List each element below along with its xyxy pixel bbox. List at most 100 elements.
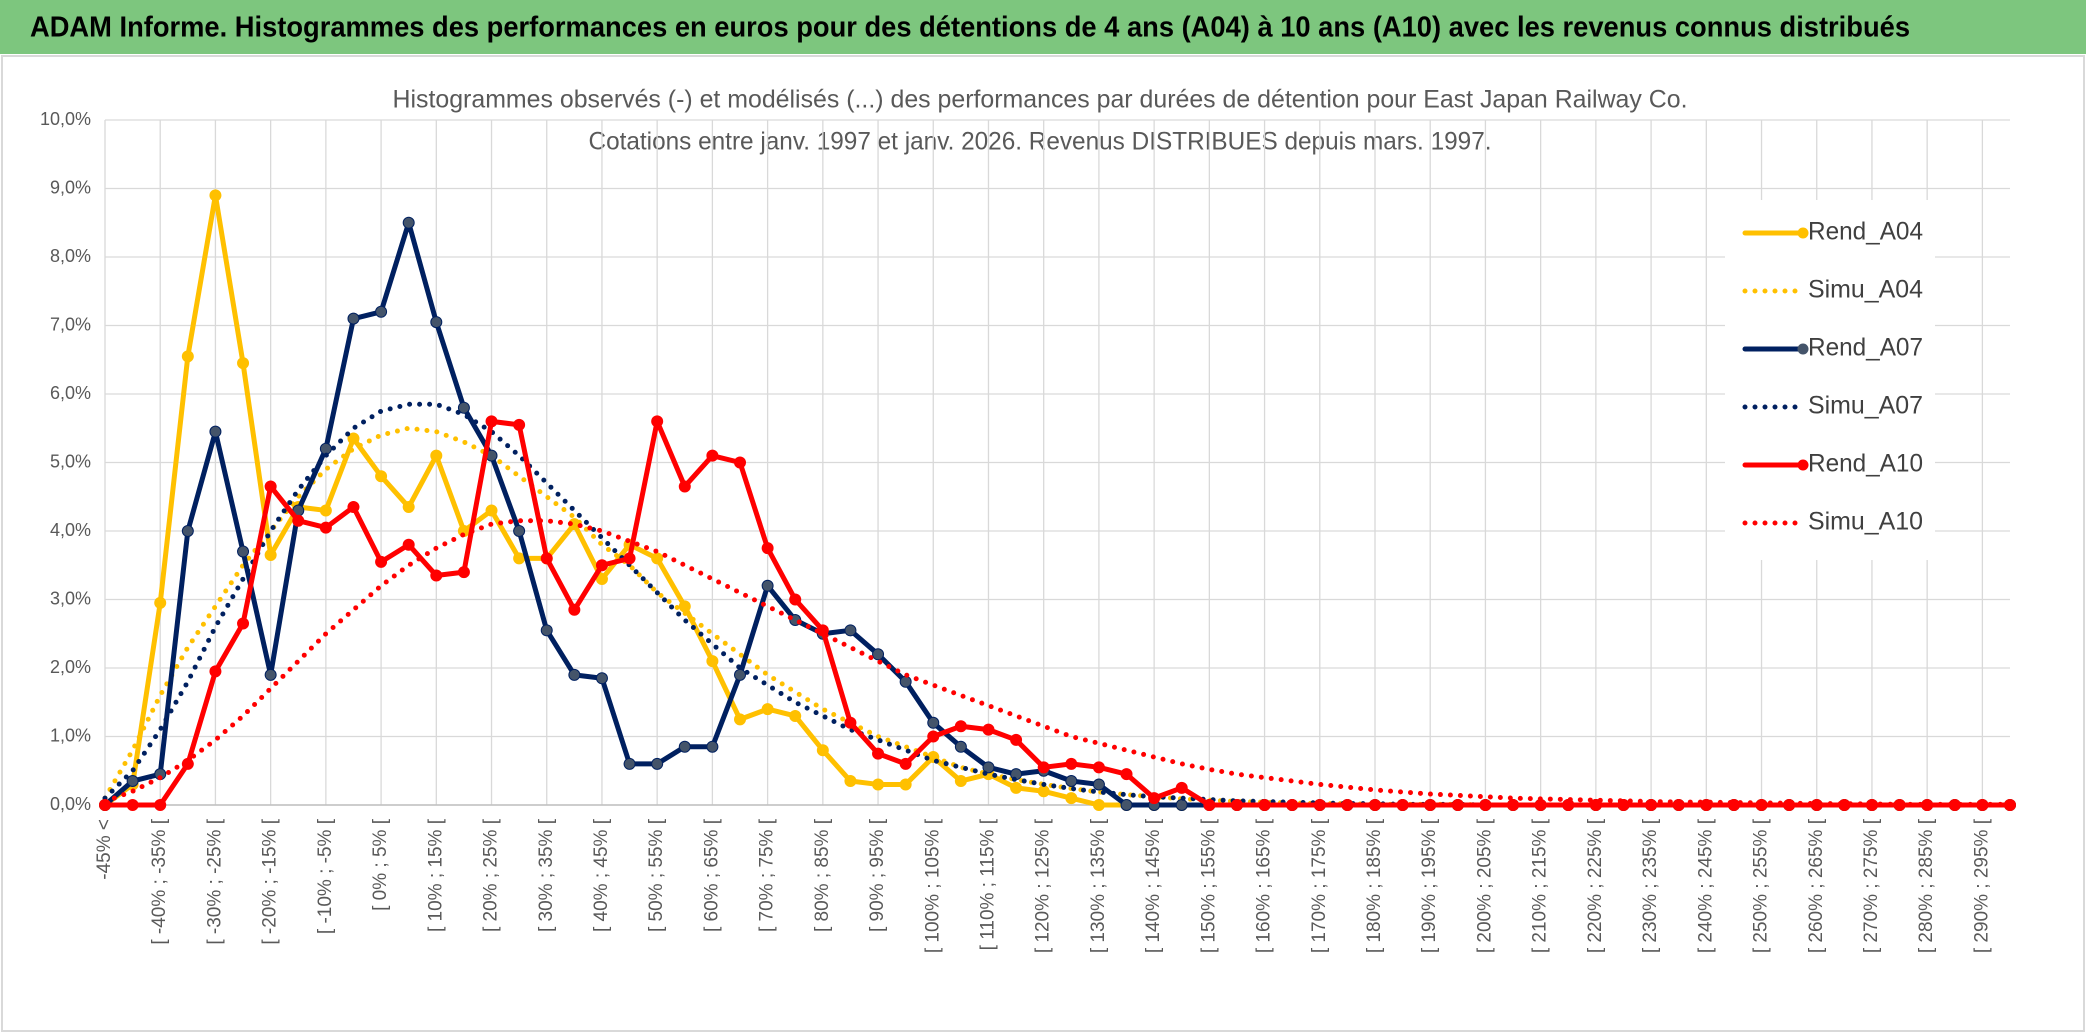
x-tick-label: [ 60% ; 65% [ — [701, 818, 722, 932]
data-point — [927, 716, 940, 729]
x-tick-label: [ 120% ; 125% [ — [1033, 818, 1054, 953]
x-tick-label: [ 160% ; 165% [ — [1254, 818, 1275, 953]
data-point — [1148, 792, 1161, 805]
x-tick-label: [ 40% ; 45% [ — [591, 818, 612, 932]
data-point — [678, 740, 691, 753]
data-point — [954, 775, 967, 788]
chart-border — [1, 55, 2085, 1032]
x-tick-label: [ -10% ; -5% [ — [315, 818, 336, 934]
legend-marker — [1797, 227, 1809, 239]
data-point — [982, 761, 995, 774]
data-point — [706, 655, 719, 668]
x-tick-label: [ 80% ; 85% [ — [812, 818, 833, 932]
data-point — [485, 504, 498, 517]
x-tick-label: [ 190% ; 195% [ — [1419, 818, 1440, 953]
legend-marker — [1797, 343, 1809, 355]
x-tick-label: [ 70% ; 75% [ — [757, 818, 778, 932]
data-point — [844, 775, 857, 788]
data-point — [154, 799, 167, 811]
data-point — [651, 757, 664, 770]
x-tick-label: [ 0% ; 5% [ — [370, 818, 391, 911]
x-tick-label: [ 230% ; 235% [ — [1640, 818, 1661, 953]
header-bar — [0, 0, 2086, 54]
data-point — [513, 525, 526, 537]
x-tick-label: [ 250% ; 255% [ — [1751, 818, 1772, 953]
data-point — [623, 757, 636, 770]
data-point — [872, 747, 885, 760]
data-point — [1092, 778, 1105, 791]
y-tick-label: 5,0% — [50, 451, 91, 471]
data-point — [651, 415, 664, 428]
data-point — [982, 723, 995, 736]
data-point — [734, 668, 746, 681]
legend-label: Simu_A04 — [1808, 276, 1923, 304]
data-point — [1589, 799, 1602, 811]
data-point — [347, 501, 360, 514]
data-point — [375, 470, 388, 483]
data-point — [347, 312, 360, 325]
data-point — [872, 778, 885, 791]
x-tick-label: [ -30% ; -25% [ — [204, 818, 225, 944]
data-point — [1065, 792, 1078, 805]
data-point — [513, 418, 526, 431]
x-tick-label: [ 130% ; 135% [ — [1088, 818, 1109, 953]
data-point — [678, 480, 691, 493]
data-point — [1313, 799, 1326, 811]
y-tick-label: 6,0% — [50, 383, 91, 403]
data-point — [1507, 799, 1520, 811]
data-point — [457, 401, 470, 414]
data-point — [899, 675, 912, 688]
data-point — [1258, 799, 1271, 811]
data-point — [678, 600, 691, 613]
data-point — [430, 316, 443, 329]
data-point — [1092, 761, 1105, 774]
data-point — [513, 552, 526, 565]
data-point — [264, 668, 277, 681]
x-tick-label: [ 110% ; 115% [ — [977, 818, 998, 950]
data-point — [1092, 799, 1105, 811]
data-point — [954, 740, 967, 753]
chart-subtitle: Cotations entre janv. 1997 et janv. 2026… — [589, 128, 1492, 156]
legend-label: Rend_A10 — [1808, 450, 1923, 478]
data-point — [237, 617, 250, 630]
x-tick-label: [ -40% ; -35% [ — [149, 818, 170, 944]
data-point — [181, 525, 194, 537]
x-tick-label: [ 150% ; 155% [ — [1198, 818, 1219, 953]
chart-title: Histogrammes observés (-) et modélisés (… — [393, 86, 1688, 114]
data-point — [540, 552, 553, 565]
data-point — [1396, 799, 1409, 811]
header-title: ADAM Informe. Histogrammes des performan… — [30, 12, 1910, 44]
data-point — [595, 672, 608, 685]
legend-label: Simu_A07 — [1808, 392, 1923, 420]
data-point — [706, 449, 719, 462]
y-tick-label: 7,0% — [50, 314, 91, 334]
data-point — [1010, 781, 1023, 794]
data-point — [1065, 757, 1078, 770]
x-tick-label: [ 180% ; 185% [ — [1364, 818, 1385, 953]
data-point — [154, 596, 167, 609]
data-point — [927, 730, 940, 743]
data-point — [816, 744, 829, 757]
data-point — [1341, 799, 1354, 811]
legend: Rend_A04 Simu_A04 Rend_A07 Simu_A07 Rend_A10… — [1725, 200, 1935, 560]
data-point — [457, 566, 470, 579]
data-point — [264, 548, 277, 561]
y-tick-label: 8,0% — [50, 246, 91, 266]
data-point — [1230, 799, 1243, 811]
data-point — [237, 357, 250, 370]
data-point — [402, 538, 415, 551]
data-point — [568, 668, 581, 681]
x-tick-label: -45% < — [94, 819, 115, 880]
data-point — [126, 775, 139, 788]
data-point — [1037, 761, 1050, 774]
data-point — [706, 740, 719, 753]
x-tick-label: [ 90% ; 95% [ — [867, 818, 888, 932]
x-tick-label: [ 270% ; 275% [ — [1861, 818, 1882, 953]
legend-label: Rend_A04 — [1808, 218, 1923, 246]
x-tick-label: [ 100% ; 105% [ — [922, 818, 943, 953]
x-tick-label: [ 220% ; 225% [ — [1585, 818, 1606, 953]
data-point — [292, 514, 305, 527]
data-point — [1010, 733, 1023, 746]
x-tick-label: [ 50% ; 55% [ — [646, 818, 667, 932]
